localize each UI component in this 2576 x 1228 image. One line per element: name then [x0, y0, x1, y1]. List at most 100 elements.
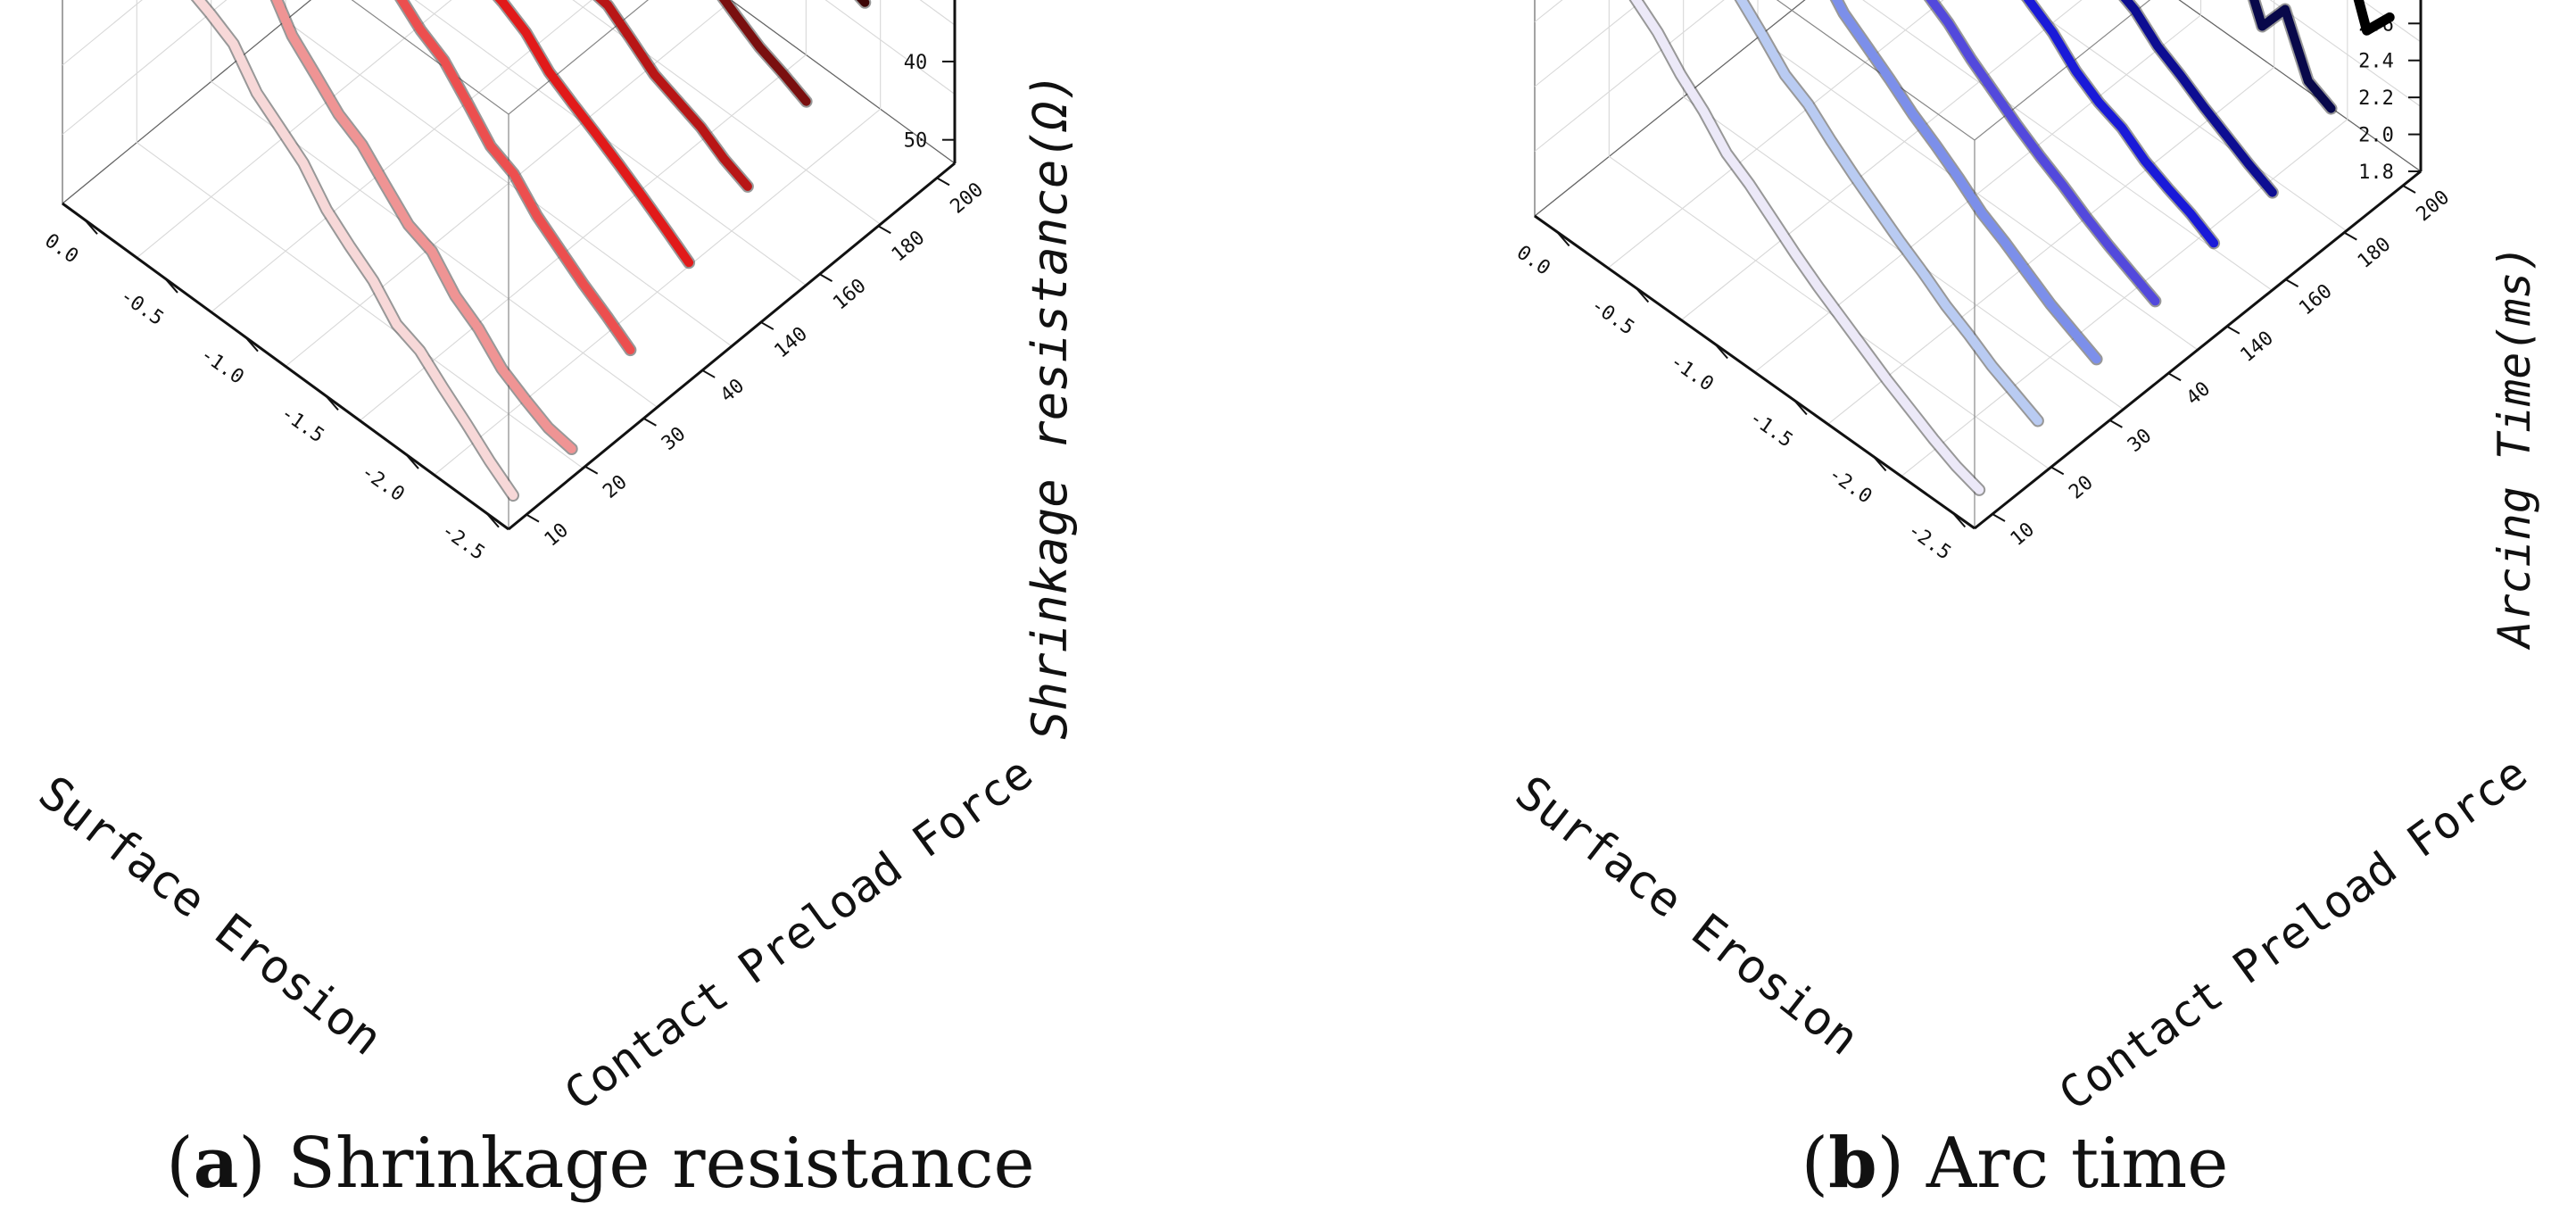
y-tick-mark: [642, 417, 657, 427]
series-line-20: [1735, 0, 2042, 426]
series-line-20: [271, 0, 576, 453]
y-tick-label: 140: [2236, 327, 2278, 367]
x-tick-mark: [325, 394, 339, 411]
caption-a: (a) Shrinkage resistance: [166, 1123, 1034, 1204]
x-tick-label: -2.5: [437, 519, 489, 565]
x-tick-label: -1.0: [1666, 351, 1718, 396]
y-tick-label: 160: [2295, 280, 2337, 320]
x-tick-mark: [1714, 343, 1728, 360]
z-tick-label: 1.8: [2358, 162, 2394, 184]
series-line-140: [595, 0, 752, 191]
series-line-40: [1926, 0, 2160, 306]
series-line-30: [396, 0, 635, 355]
grid-line: [2020, 0, 2347, 232]
y-tick-mark: [1992, 513, 2006, 522]
series-line-10: [1630, 0, 1984, 494]
y-tick-label: 180: [2354, 233, 2396, 273]
panel-a-chart: 0.0 -0.5 -1.0 -1.5 -2.0 -2.5 10 20 30 40 140 160 180…: [29, 0, 1078, 1120]
y-tick-mark: [2050, 466, 2065, 476]
y-tick-label: 10: [2007, 519, 2039, 551]
y-tick-label: 20: [599, 471, 631, 503]
x-tick-label: -0.5: [116, 285, 168, 330]
series-group: [1628, 0, 2395, 496]
y-tick-label: 20: [2065, 471, 2097, 503]
y-tick-mark: [936, 177, 950, 187]
left-wall-plane: [62, 0, 311, 205]
x-tick-mark: [485, 512, 500, 528]
x-tick-label: -0.5: [1586, 295, 1638, 340]
x-tick-mark: [1951, 511, 1967, 528]
y-tick-mark: [584, 465, 599, 475]
caption-b-letter: b: [1828, 1123, 1877, 1204]
panel-b-chart: 0.0 -0.5 -1.0 -1.5 -2.0 -2.5 10 20 30 40 140 160 180…: [1505, 0, 2540, 1120]
caption-b-text: Arc time: [1904, 1124, 2228, 1204]
y-tick-label: 30: [2124, 425, 2156, 457]
x-tick-label: -1.5: [277, 402, 328, 448]
z-tick-label: 40: [904, 52, 928, 74]
series-group: [190, 0, 872, 502]
left-wall-plane: [1534, 0, 1806, 218]
x-axis-line: [62, 202, 509, 531]
grid-line: [62, 0, 228, 135]
y-axis-title: Contact Preload Force: [555, 747, 1042, 1120]
y-tick-label: 40: [2183, 378, 2215, 410]
box-frame: [351, 0, 650, 529]
z-tick-label: 2.4: [2358, 51, 2394, 73]
series-line-160: [2120, 0, 2277, 197]
x-axis-title: Surface Erosion: [1505, 766, 1868, 1066]
y-axis-line: [1974, 170, 2422, 530]
x-tick-label: -2.5: [1903, 519, 1955, 565]
y-tick-mark: [2343, 231, 2357, 241]
x-tick-label: 0.0: [1512, 242, 1554, 280]
grid-line: [62, 0, 143, 66]
y-tick-mark: [760, 321, 774, 330]
grid-line: [572, 0, 881, 225]
y-tick-label: 40: [716, 375, 749, 407]
y-tick-mark: [2226, 325, 2241, 335]
z-axis-title: Shrinkage resistance(Ω): [1022, 72, 1078, 740]
y-axis-title: Contact Preload Force: [2050, 747, 2537, 1120]
y-tick-label: 160: [829, 275, 871, 315]
y-tick-label: 200: [947, 178, 989, 219]
axes: [1534, 0, 2423, 530]
x-tick-label: -2.0: [1824, 463, 1876, 509]
y-tick-mark: [877, 225, 891, 235]
x-tick-mark: [1635, 286, 1650, 303]
y-axis-line: [508, 162, 956, 531]
series-line-10: [193, 0, 518, 501]
x-tick-mark: [244, 336, 259, 353]
y-tick-label: 180: [888, 227, 930, 267]
series-line-40: [494, 0, 694, 268]
y-tick-mark: [701, 369, 716, 378]
grid-lines: [1534, 0, 2422, 477]
y-tick-label: 140: [770, 323, 812, 363]
caption-a-letter: a: [194, 1123, 239, 1204]
series-line-160: [718, 0, 811, 106]
y-tick-label: 10: [541, 519, 573, 552]
x-tick-label: -1.5: [1745, 407, 1797, 452]
x-tick-mark: [1555, 230, 1570, 247]
series-line-30: [1832, 0, 2101, 364]
y-tick-label: 30: [658, 423, 690, 455]
x-tick-mark: [1872, 455, 1887, 472]
caption-a-text: Shrinkage resistance: [266, 1124, 1035, 1204]
z-tick-label: 2.0: [2358, 125, 2394, 147]
series-line-180: [2249, 0, 2336, 113]
axes: [62, 0, 957, 531]
x-tick-label: -2.0: [357, 460, 409, 506]
series-line-140: [2023, 0, 2219, 248]
x-axis-line: [1534, 214, 1975, 530]
caption-b: (b) Arc time: [1802, 1123, 2229, 1204]
y-tick-mark: [526, 513, 540, 523]
x-axis-title: Surface Erosion: [29, 766, 392, 1066]
x-tick-mark: [164, 278, 178, 294]
x-tick-label: 0.0: [40, 229, 82, 268]
x-tick-mark: [84, 219, 98, 235]
x-tick-label: -1.0: [196, 344, 248, 389]
grid-line: [1534, 0, 1725, 152]
y-tick-mark: [2285, 278, 2299, 288]
z-tick-label: 2.2: [2358, 87, 2394, 110]
y-tick-mark: [819, 273, 833, 283]
x-tick-mark: [405, 453, 419, 469]
